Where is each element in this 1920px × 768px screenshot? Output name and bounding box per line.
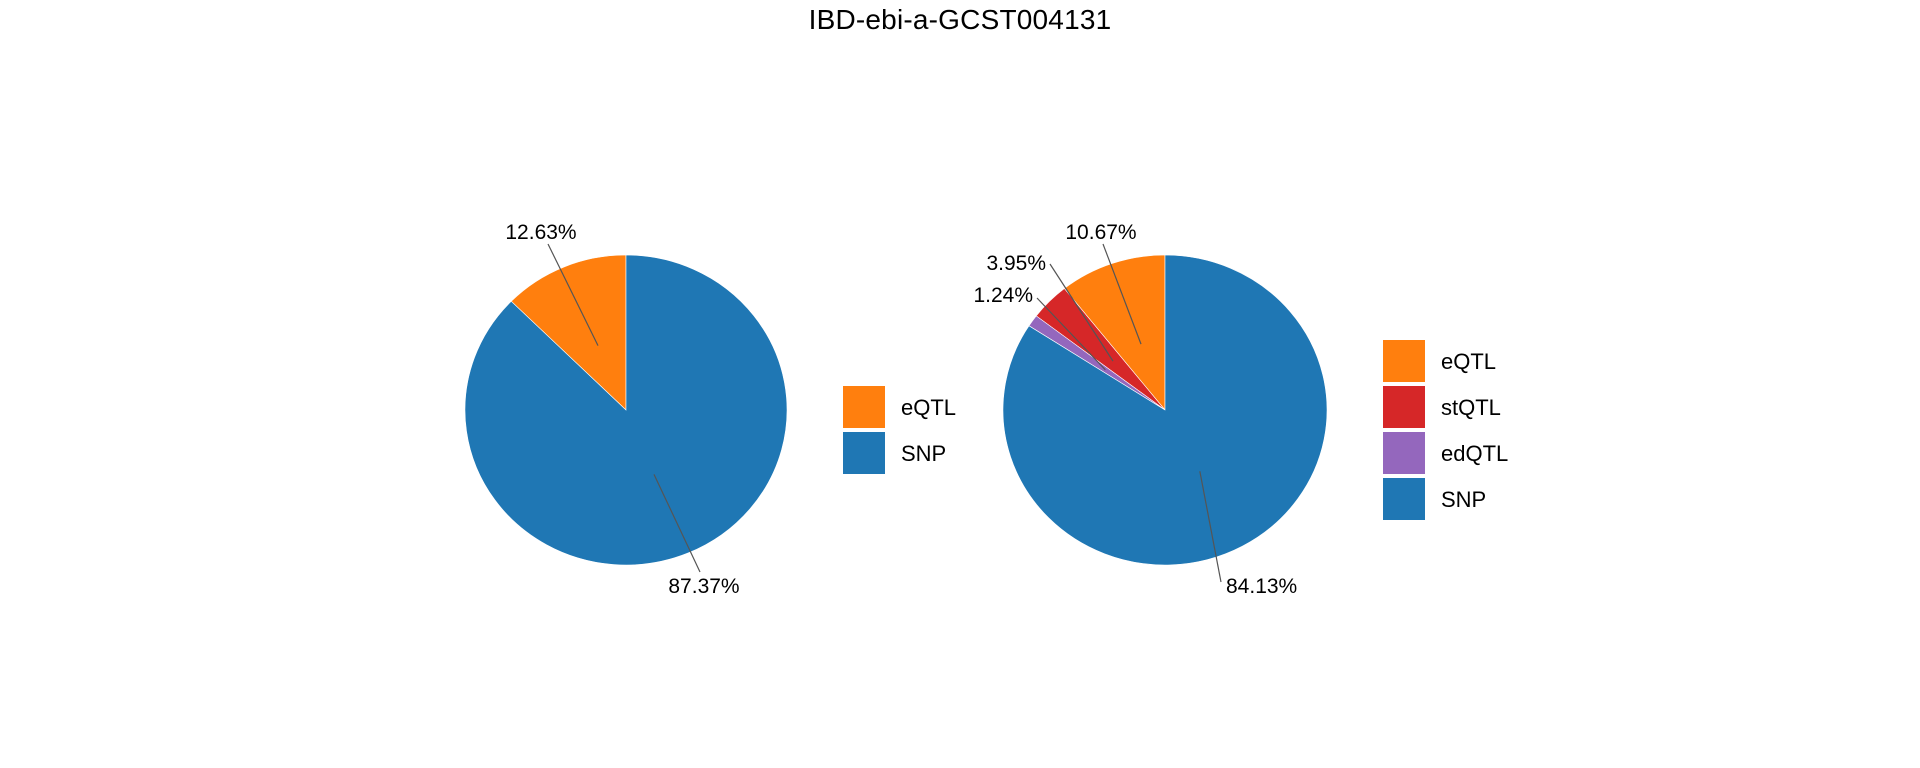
- leader-line: [1102, 243, 1142, 345]
- legend-swatch-snp: [1383, 478, 1425, 520]
- pie-chart-left: 12.63% 87.37%: [464, 221, 788, 598]
- legend-label-edqtl: edQTL: [1441, 441, 1508, 466]
- slice-percent-label: 87.37%: [668, 575, 739, 598]
- leader-line: [1036, 297, 1106, 371]
- legend-swatch-eqtl: [843, 386, 885, 428]
- slice-percent-label: 10.67%: [1065, 221, 1136, 244]
- pie-slice-eqtl: [510, 254, 627, 411]
- pie-slice-snp: [1002, 254, 1328, 566]
- legend-label-stqtl: stQTL: [1441, 395, 1501, 420]
- legend-swatch-eqtl: [1383, 340, 1425, 382]
- legend-right: eQTL stQTL edQTL SNP: [1383, 340, 1508, 520]
- legend-label-snp: SNP: [901, 441, 946, 466]
- legend-label-eqtl: eQTL: [901, 395, 956, 420]
- legend-label-snp: SNP: [1441, 487, 1486, 512]
- pie-slice-eqtl: [1063, 254, 1166, 411]
- pie-slice-snp: [464, 254, 788, 566]
- slice-percent-label: 1.24%: [973, 284, 1033, 307]
- leader-line: [1199, 471, 1222, 583]
- legend-label-eqtl: eQTL: [1441, 349, 1496, 374]
- slice-percent-label: 3.95%: [986, 252, 1046, 275]
- legend-swatch-stqtl: [1383, 386, 1425, 428]
- slice-percent-label: 84.13%: [1226, 575, 1297, 598]
- leader-line: [653, 474, 701, 573]
- slice-percent-label: 12.63%: [505, 221, 576, 244]
- legend-swatch-snp: [843, 432, 885, 474]
- leader-line: [547, 243, 599, 346]
- legend-swatch-edqtl: [1383, 432, 1425, 474]
- leader-line: [1049, 263, 1114, 362]
- chart-title: IBD-ebi-a-GCST004131: [808, 4, 1112, 35]
- pie-chart-right: 10.67% 3.95% 1.24% 84.13%: [973, 221, 1328, 598]
- legend-left: eQTL SNP: [843, 386, 956, 474]
